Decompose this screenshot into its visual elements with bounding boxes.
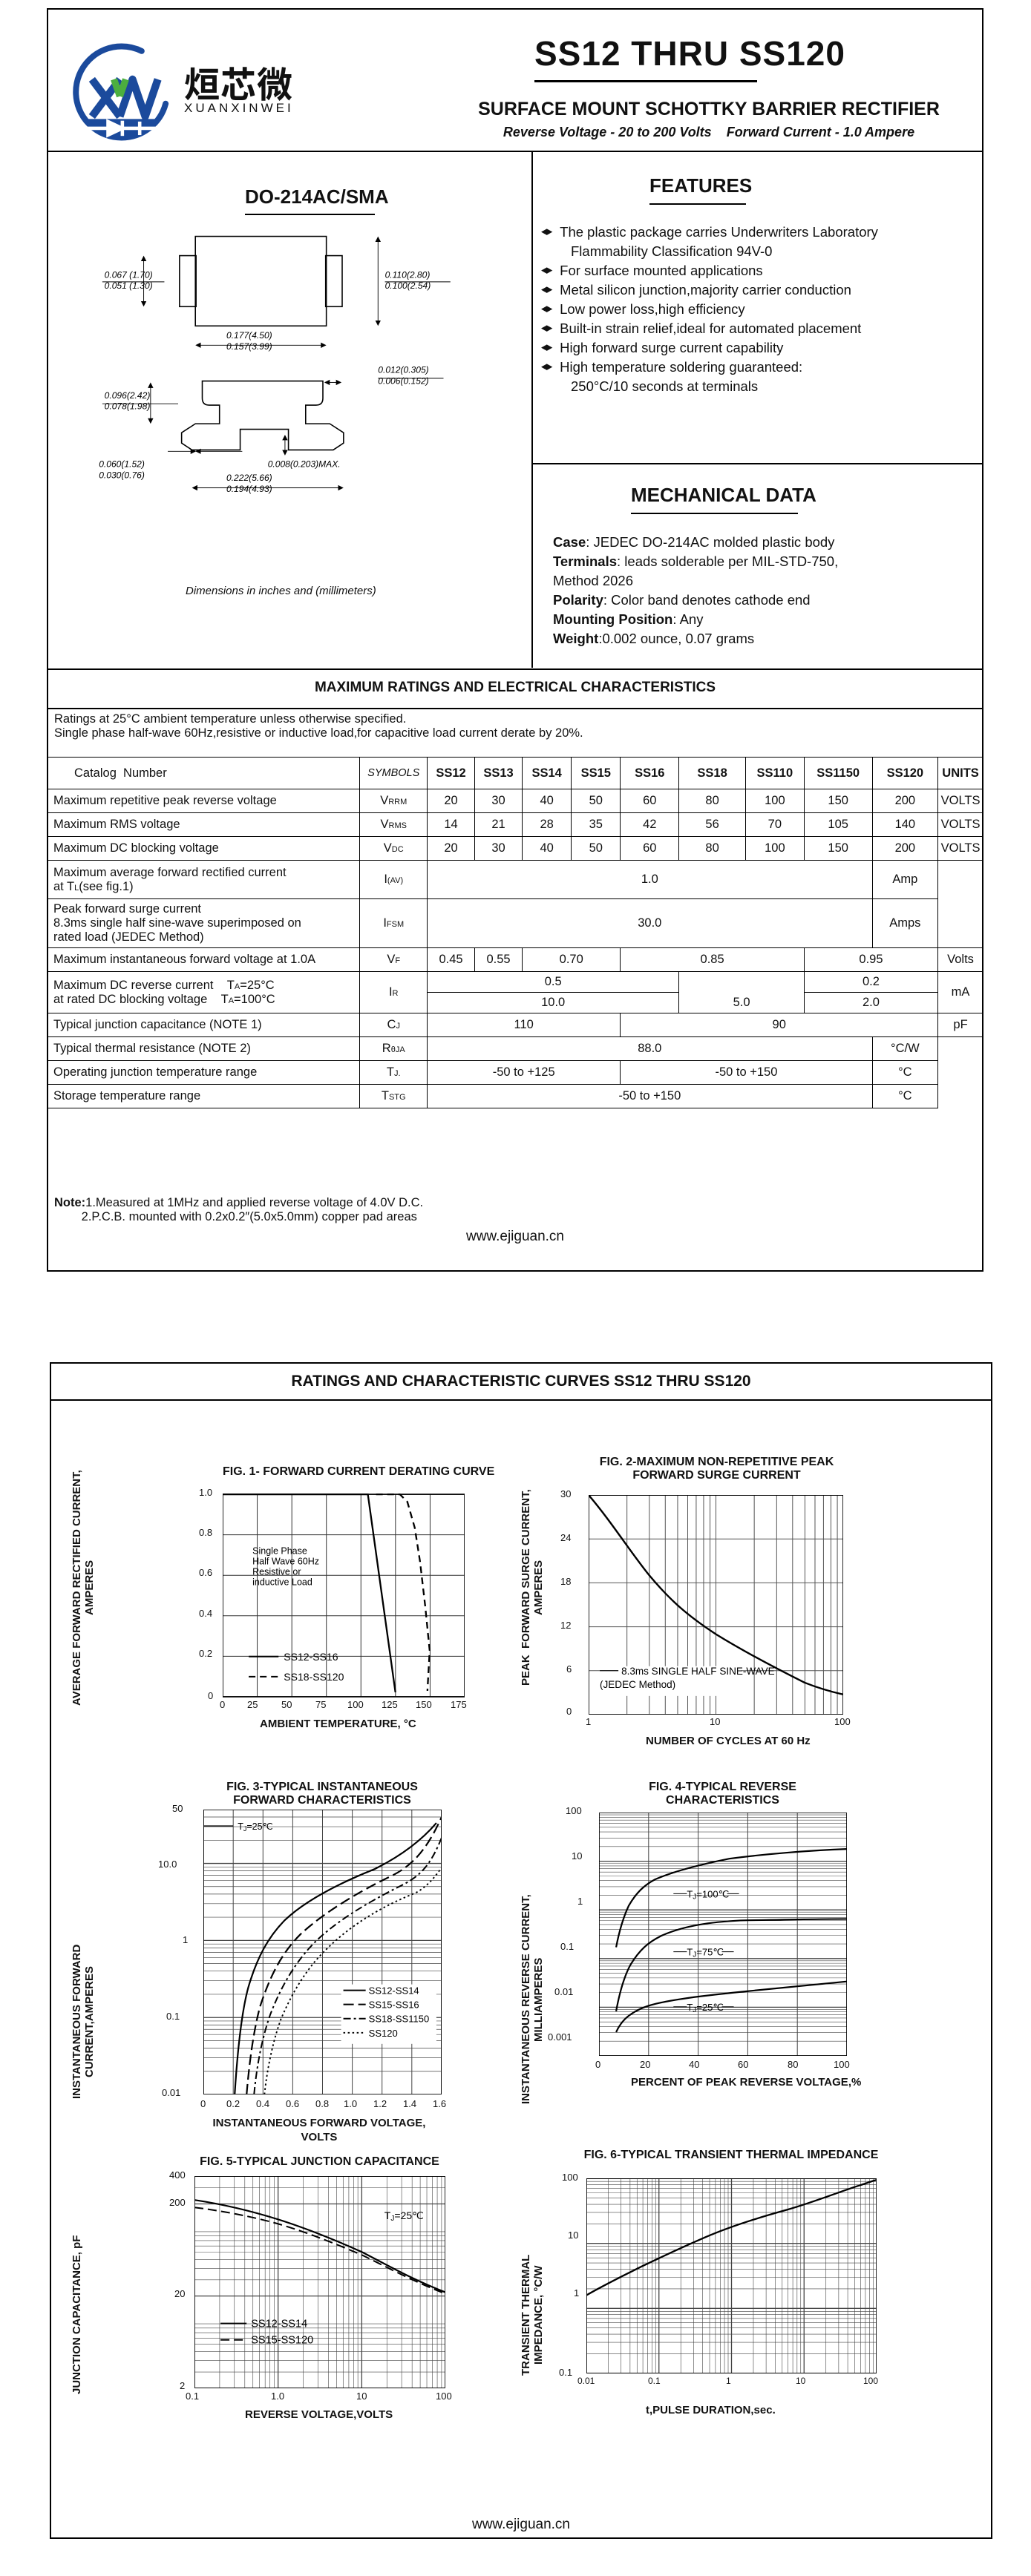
svg-text:8.3ms SINGLE HALF SINE-WAVE: 8.3ms SINGLE HALF SINE-WAVE xyxy=(621,1666,775,1677)
svg-text:inductive Load: inductive Load xyxy=(252,1577,312,1587)
svg-text:0.030(0.76): 0.030(0.76) xyxy=(99,470,145,481)
svg-text:Single Phase: Single Phase xyxy=(252,1545,307,1556)
svg-text:SS12-SS16: SS12-SS16 xyxy=(284,1651,338,1663)
svg-text:0.078(1.98): 0.078(1.98) xyxy=(105,401,151,412)
svg-text:SS18-SS120: SS18-SS120 xyxy=(284,1671,344,1683)
svg-text:0.096(2.42): 0.096(2.42) xyxy=(105,390,151,401)
svg-text:0.222(5.66): 0.222(5.66) xyxy=(226,473,272,483)
svg-text:0.060(1.52): 0.060(1.52) xyxy=(99,459,145,470)
svg-text:Resistive or: Resistive or xyxy=(252,1566,301,1577)
svg-text:0.194(4.93): 0.194(4.93) xyxy=(226,484,272,494)
svg-text:SS15-SS120: SS15-SS120 xyxy=(251,2335,313,2347)
svg-text:0.067 (1.70): 0.067 (1.70) xyxy=(105,269,153,280)
svg-text:TJ=25℃: TJ=25℃ xyxy=(687,2002,724,2014)
svg-text:SS15-SS16: SS15-SS16 xyxy=(369,2000,419,2011)
svg-text:TJ=75℃: TJ=75℃ xyxy=(687,1947,724,1959)
svg-text:0.177(4.50): 0.177(4.50) xyxy=(226,330,272,341)
svg-text:SS18-SS1150: SS18-SS1150 xyxy=(369,2014,430,2025)
svg-text:0.157(3.99): 0.157(3.99) xyxy=(226,341,272,352)
svg-text:(JEDEC Method): (JEDEC Method) xyxy=(600,1679,675,1690)
svg-text:TJ=25℃: TJ=25℃ xyxy=(384,2209,424,2223)
svg-text:TJ=25℃: TJ=25℃ xyxy=(238,1821,272,1833)
svg-text:0.008(0.203)MAX.: 0.008(0.203)MAX. xyxy=(268,459,341,470)
svg-text:SS120: SS120 xyxy=(369,2028,398,2039)
svg-text:TJ=100℃: TJ=100℃ xyxy=(687,1888,729,1901)
svg-text:SS12-SS14: SS12-SS14 xyxy=(251,2319,307,2330)
svg-text:SS12-SS14: SS12-SS14 xyxy=(369,1985,419,1997)
svg-text:0.110(2.80): 0.110(2.80) xyxy=(385,269,431,280)
svg-text:Half Wave 60Hz: Half Wave 60Hz xyxy=(252,1556,319,1566)
svg-text:0.012(0.305): 0.012(0.305) xyxy=(378,364,428,375)
svg-text:0.006(0.152): 0.006(0.152) xyxy=(378,375,428,386)
